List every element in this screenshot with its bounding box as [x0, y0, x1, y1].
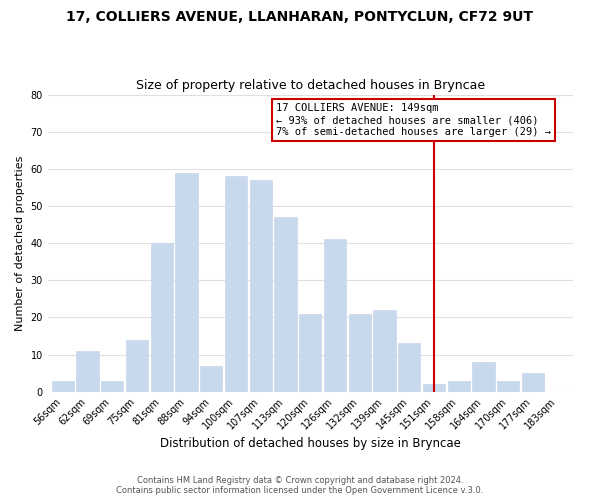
Bar [126, 340, 148, 392]
Bar [324, 240, 346, 392]
Bar [250, 180, 272, 392]
Bar [522, 373, 544, 392]
Title: Size of property relative to detached houses in Bryncae: Size of property relative to detached ho… [136, 79, 485, 92]
Bar [349, 314, 371, 392]
Text: 17, COLLIERS AVENUE, LLANHARAN, PONTYCLUN, CF72 9UT: 17, COLLIERS AVENUE, LLANHARAN, PONTYCLU… [67, 10, 533, 24]
Bar [200, 366, 223, 392]
Bar [497, 380, 520, 392]
Text: 17 COLLIERS AVENUE: 149sqm
← 93% of detached houses are smaller (406)
7% of semi: 17 COLLIERS AVENUE: 149sqm ← 93% of deta… [276, 104, 551, 136]
Y-axis label: Number of detached properties: Number of detached properties [15, 156, 25, 331]
Bar [101, 380, 124, 392]
Bar [373, 310, 395, 392]
Text: Contains HM Land Registry data © Crown copyright and database right 2024.
Contai: Contains HM Land Registry data © Crown c… [116, 476, 484, 495]
Bar [472, 362, 495, 392]
Bar [398, 344, 421, 392]
Bar [151, 243, 173, 392]
Bar [225, 176, 247, 392]
Bar [448, 380, 470, 392]
X-axis label: Distribution of detached houses by size in Bryncae: Distribution of detached houses by size … [160, 437, 461, 450]
Bar [423, 384, 445, 392]
Bar [299, 314, 322, 392]
Bar [52, 380, 74, 392]
Bar [175, 172, 197, 392]
Bar [76, 351, 98, 392]
Bar [274, 217, 296, 392]
